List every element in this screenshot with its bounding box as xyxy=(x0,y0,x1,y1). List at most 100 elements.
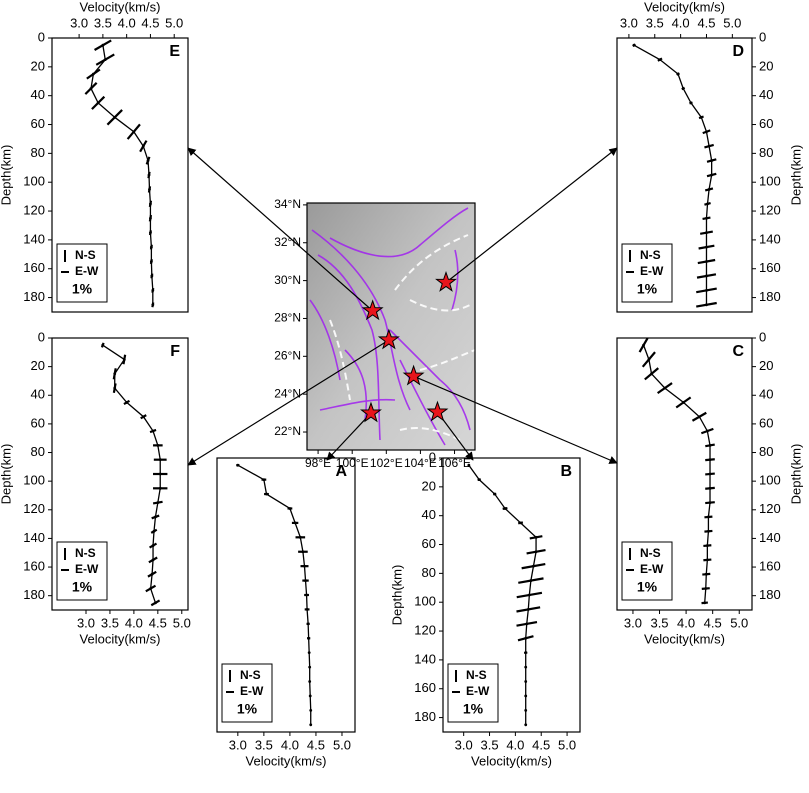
x-tick-label: 5.0 xyxy=(558,737,576,752)
map-panel: 98°E 100°E 102°E 104°E 106°E 22°N 24°N 26°N 28°N… xyxy=(274,197,476,470)
x-tick-label: 4.0 xyxy=(281,737,299,752)
x-tick-label: 5.0 xyxy=(723,15,741,30)
x-tick-label: 4.5 xyxy=(697,15,715,30)
y-tick-label: 80 xyxy=(759,444,773,459)
anisotropy-bar xyxy=(151,302,155,308)
anisotropy-bar xyxy=(641,351,656,368)
x-axis-label: Velocity(km/s) xyxy=(644,631,725,646)
panel-label: E xyxy=(169,43,180,60)
y-tick-label: 34°N xyxy=(274,197,301,211)
anisotropy-bar xyxy=(516,606,541,613)
legend: N-S E-W 1% xyxy=(56,541,108,601)
y-tick-label: 180 xyxy=(414,709,436,724)
y-tick-label: 180 xyxy=(759,587,781,602)
anisotropy-bar xyxy=(151,514,160,520)
anisotropy-bar xyxy=(477,478,481,481)
anisotropy-bar xyxy=(696,273,717,279)
panel-label: F xyxy=(170,343,180,360)
x-tick-label: 5.0 xyxy=(333,737,351,752)
anisotropy-bar xyxy=(145,156,151,165)
station-star xyxy=(360,401,382,423)
y-axis-label: Depth(km) xyxy=(0,444,13,505)
legend-label: E-W xyxy=(240,684,264,698)
y-tick-label: 80 xyxy=(759,145,773,160)
profile-panel: 3.0 3.5 4.0 4.5 5.0Velocity(km/s)02040608010… xyxy=(389,449,581,768)
legend: N-S E-W 1% xyxy=(621,243,673,303)
y-tick-label: 100 xyxy=(759,174,781,189)
anisotropy-bar xyxy=(657,57,663,62)
anisotropy-bar xyxy=(150,599,161,607)
y-tick-label: 0 xyxy=(38,329,45,344)
anisotropy-bar xyxy=(147,186,152,193)
x-tick-label: 3.0 xyxy=(455,737,473,752)
x-tick-label: 3.5 xyxy=(101,615,119,630)
y-tick-label: 60 xyxy=(759,415,773,430)
legend-scale-label: 1% xyxy=(637,281,658,297)
anisotropy-bar xyxy=(149,258,153,265)
anisotropy-bar xyxy=(148,214,153,222)
y-tick-label: 180 xyxy=(23,289,45,304)
y-tick-label: 20 xyxy=(31,58,45,73)
anisotropy-bar xyxy=(140,414,147,420)
y-tick-label: 160 xyxy=(759,558,781,573)
x-tick-label: 3.0 xyxy=(70,15,88,30)
legend-label: E-W xyxy=(466,684,490,698)
anisotropy-bar xyxy=(516,620,538,627)
y-tick-label: 60 xyxy=(759,116,773,131)
anisotropy-bar xyxy=(696,287,717,294)
x-tick-label: 106°E xyxy=(438,456,471,470)
y-tick-label: 140 xyxy=(23,231,45,246)
x-tick-label: 102°E xyxy=(370,456,403,470)
anisotropy-bar xyxy=(704,529,713,533)
anisotropy-bar xyxy=(644,367,659,381)
y-tick-label: 100 xyxy=(414,594,436,609)
legend-scale-label: 1% xyxy=(463,701,484,717)
x-axis-label: Velocity(km/s) xyxy=(471,753,552,768)
anisotropy-bar xyxy=(632,43,637,47)
y-tick-label: 60 xyxy=(422,536,436,551)
anisotropy-bar xyxy=(703,544,712,548)
anisotropy-bar xyxy=(150,528,158,534)
legend-label: N-S xyxy=(640,546,661,560)
anisotropy-bar xyxy=(523,651,528,655)
x-tick-label: 5.0 xyxy=(730,615,748,630)
anisotropy-bar xyxy=(106,109,123,126)
y-tick-label: 60 xyxy=(31,116,45,131)
y-tick-label: 0 xyxy=(759,329,766,344)
anisotropy-bar xyxy=(517,635,534,642)
panel-label: D xyxy=(732,43,744,60)
x-tick-label: 3.5 xyxy=(480,737,498,752)
legend-label: N-S xyxy=(466,668,487,682)
legend-label: N-S xyxy=(240,668,261,682)
anisotropy-bar xyxy=(701,587,710,590)
profile-panel: 3.0 3.5 4.0 4.5 5.0Velocity(km/s)02040608010… xyxy=(616,0,803,313)
anisotropy-bar xyxy=(84,82,98,95)
anisotropy-bar xyxy=(702,572,711,576)
x-axis-label: Velocity(km/s) xyxy=(80,631,161,646)
anisotropy-bar xyxy=(149,428,157,434)
x-tick-label: 4.5 xyxy=(532,737,550,752)
y-axis-label: Depth(km) xyxy=(788,444,803,505)
anisotropy-bar xyxy=(148,230,152,236)
y-tick-label: 80 xyxy=(31,145,45,160)
anisotropy-bar xyxy=(706,172,717,178)
legend-scale-label: 1% xyxy=(72,579,93,595)
legend-label: E-W xyxy=(75,562,99,576)
y-tick-label: 100 xyxy=(23,473,45,488)
legend-label: N-S xyxy=(75,546,96,560)
y-tick-label: 160 xyxy=(414,680,436,695)
y-tick-label: 40 xyxy=(31,87,45,102)
link-arrow xyxy=(445,147,618,283)
x-tick-label: 98°E xyxy=(305,456,331,470)
anisotropy-bar xyxy=(95,53,115,66)
anisotropy-bar xyxy=(638,337,649,353)
anisotropy-bar xyxy=(681,86,686,91)
panel-label: C xyxy=(732,343,744,360)
legend: N-S E-W 1% xyxy=(447,663,499,723)
anisotropy-bar xyxy=(149,244,153,250)
station-star xyxy=(402,364,425,386)
anisotropy-bar xyxy=(148,556,158,564)
link-arrow xyxy=(187,147,374,312)
y-tick-label: 40 xyxy=(31,387,45,402)
